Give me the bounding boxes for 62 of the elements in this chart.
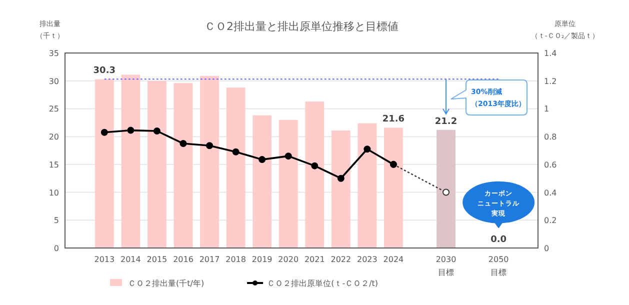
x-tick-label: 2022 <box>330 255 352 264</box>
x-tick-label: 2023 <box>357 255 378 264</box>
bar <box>174 83 193 248</box>
bar <box>305 101 324 248</box>
y2-tick-label: 0.6 <box>544 160 557 170</box>
x-tick-label: 2016 <box>173 255 194 264</box>
x-tick-label: 2020 <box>278 255 299 264</box>
point <box>311 162 318 170</box>
y2-tick-label: 1 <box>544 104 550 114</box>
point <box>364 146 371 153</box>
y2-tick-label: 1.4 <box>544 49 557 58</box>
y2-tick-label: 0.8 <box>544 132 557 142</box>
y2-tick-label: 0.4 <box>544 188 557 198</box>
chart-title: ＣＯ2排出量と排出原単位推移と目標値 <box>204 20 398 33</box>
data-label: 30.3 <box>93 66 116 76</box>
point <box>100 128 108 136</box>
y2-tick-label: 0 <box>544 244 550 253</box>
legend-label: ＣＯ２排出量(千t/年) <box>128 279 204 288</box>
y-tick-label: 10 <box>48 188 59 198</box>
y-tick-label: 20 <box>48 132 59 142</box>
y-tick-label: 30 <box>48 76 59 86</box>
x-tick-label: 2024 <box>383 255 404 264</box>
y-tick-label: 25 <box>48 104 59 114</box>
bar <box>278 120 298 248</box>
bar <box>331 130 350 248</box>
y2-tick-label: 1.2 <box>544 76 557 86</box>
data-label: 21.6 <box>382 114 405 125</box>
bar <box>200 76 219 248</box>
bar <box>226 88 246 248</box>
x-tick-label: 2050 目標 <box>488 255 509 277</box>
x-tick-label: 2013 <box>94 255 115 264</box>
point <box>442 188 450 196</box>
x-tick-label: 2019 <box>252 255 272 264</box>
point <box>337 174 344 182</box>
x-tick-label: 2015 <box>146 255 168 264</box>
x-tick-label: 2017 <box>199 255 220 264</box>
data-label: 21.2 <box>434 116 458 127</box>
point <box>153 128 160 134</box>
bar <box>384 128 403 248</box>
x-tick-label: 2018 <box>226 255 246 264</box>
bar <box>436 130 456 248</box>
y-tick-label: 0 <box>54 244 59 253</box>
point <box>284 152 292 160</box>
y-tick-label: 35 <box>48 49 59 58</box>
bar <box>252 115 272 248</box>
point <box>206 142 214 150</box>
point <box>232 148 240 156</box>
bar <box>121 74 140 248</box>
x-tick-label: 2030 目標 <box>436 255 456 277</box>
x-tick-label: 2021 <box>304 255 325 264</box>
point <box>127 126 134 134</box>
legend-label: ＣＯ２排出原単位(ｔ-ＣＯ２/t) <box>267 279 378 288</box>
y-tick-label: 15 <box>48 160 59 170</box>
point <box>180 140 187 148</box>
y-tick-label: 5 <box>54 216 59 226</box>
bar <box>94 79 114 248</box>
bar <box>358 123 377 248</box>
bar <box>148 80 166 248</box>
point <box>258 156 266 164</box>
y2-tick-label: 0.2 <box>544 216 557 226</box>
x-tick-label: 2014 <box>120 255 141 264</box>
data-label: 0.0 <box>490 235 507 245</box>
